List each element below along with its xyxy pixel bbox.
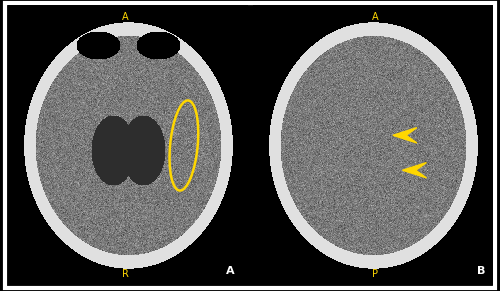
Text: B: B [476, 267, 485, 276]
Text: A: A [122, 12, 128, 22]
Text: R: R [122, 269, 128, 279]
Polygon shape [393, 128, 417, 143]
Polygon shape [402, 163, 426, 178]
Text: A: A [226, 267, 235, 276]
Text: A: A [372, 12, 378, 22]
Text: P: P [372, 269, 378, 279]
